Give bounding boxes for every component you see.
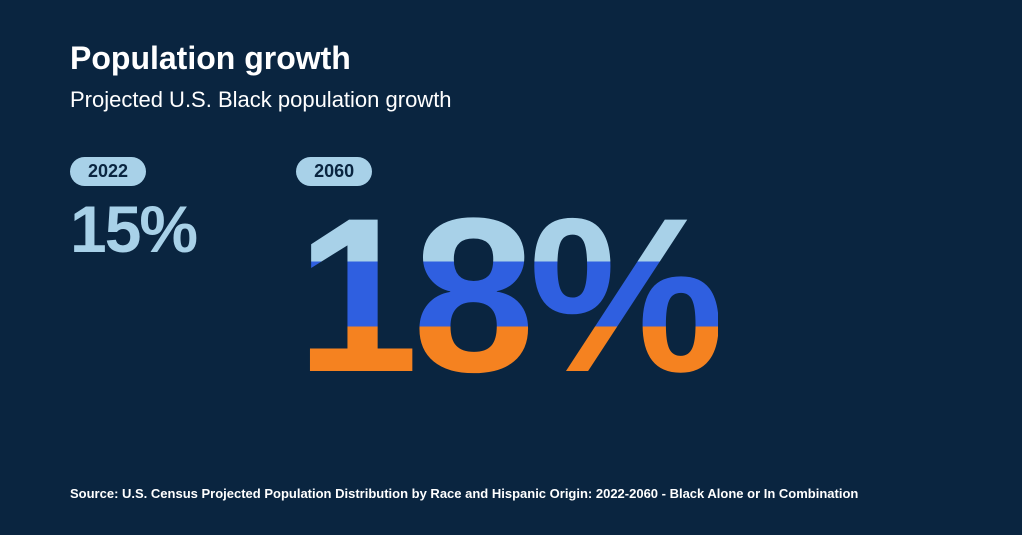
stat-2060: 2060 18% [296, 157, 718, 394]
infographic-canvas: Population growth Projected U.S. Black p… [0, 0, 1022, 535]
stat-value-2060: 18% [296, 196, 718, 394]
page-subtitle: Projected U.S. Black population growth [70, 87, 952, 113]
stat-value-2022: 15% [70, 196, 196, 262]
stats-row: 2022 15% 2060 18% [70, 157, 952, 394]
year-pill-2022: 2022 [70, 157, 146, 186]
page-title: Population growth [70, 40, 952, 77]
stat-2022: 2022 15% [70, 157, 196, 262]
source-citation: Source: U.S. Census Projected Population… [70, 486, 858, 501]
